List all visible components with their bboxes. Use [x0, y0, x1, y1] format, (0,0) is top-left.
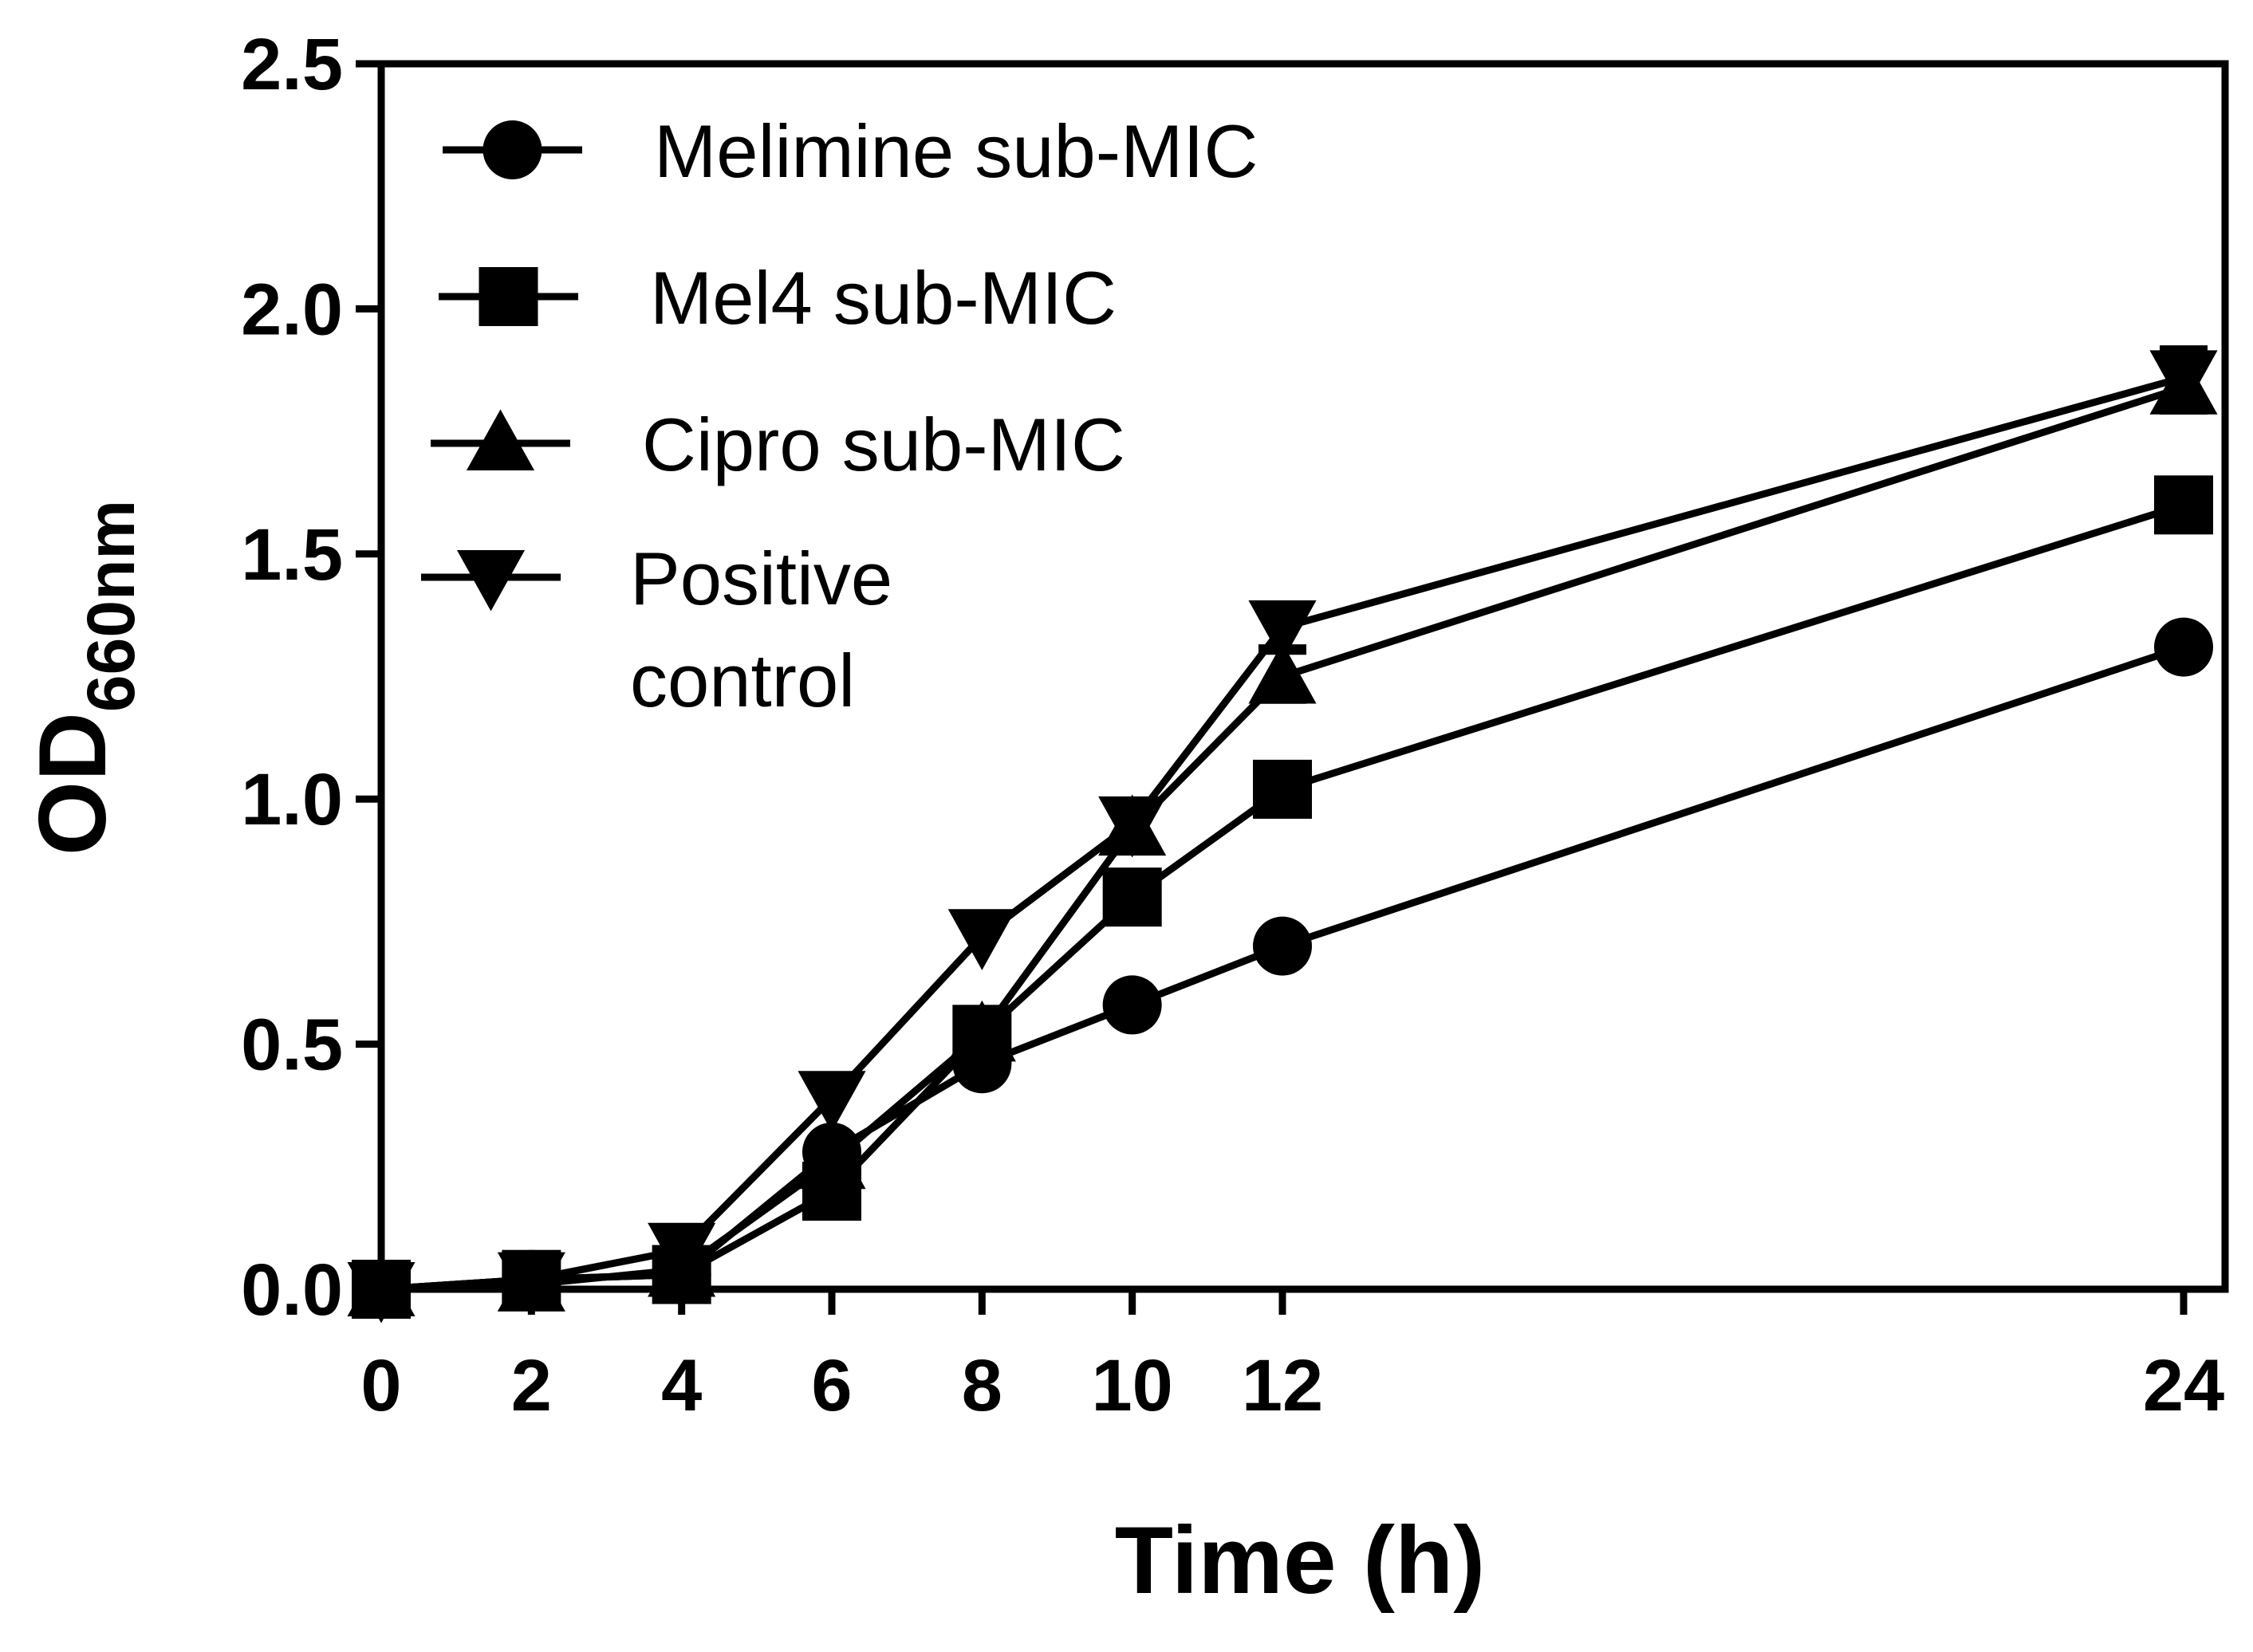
legend-label: Positive [630, 537, 892, 620]
x-axis-title: Time (h) [1115, 1507, 1485, 1614]
series-line [380, 374, 2185, 1293]
y-axis-title-main: OD [19, 712, 126, 856]
data-point-triangle-down [798, 1071, 866, 1132]
y-tick-label: 2.0 [241, 269, 343, 350]
x-tick-label: 10 [1091, 1345, 1172, 1426]
legend-item: Cipro sub-MIC [431, 403, 1125, 486]
series-line [380, 384, 2185, 1293]
legend-item: Melimine sub-MIC [443, 109, 1258, 193]
plot-frame [377, 60, 2229, 1293]
x-tick-label: 6 [811, 1345, 852, 1426]
x-tick-label: 0 [360, 1345, 401, 1426]
legend-label: Cipro sub-MIC [642, 403, 1125, 486]
x-tick-label: 2 [511, 1345, 552, 1426]
legend-item: Mel4 sub-MIC [439, 256, 1117, 340]
data-point-triangle-down [1248, 600, 1317, 662]
data-point-triangle-down [497, 1252, 565, 1314]
data-point-triangle-down [2149, 350, 2218, 412]
y-tick-label: 2.5 [241, 24, 343, 105]
data-point-circle [1253, 916, 1312, 976]
data-point-square [2154, 475, 2213, 535]
x-tick-label: 8 [962, 1345, 1002, 1426]
plot-area [347, 345, 2218, 1324]
data-point-triangle-up [947, 1000, 1016, 1062]
legend-label: Mel4 sub-MIC [650, 256, 1117, 340]
x-tick-label: 4 [661, 1345, 702, 1426]
legend-label: Melimine sub-MIC [654, 109, 1258, 193]
legend-label: control [630, 639, 855, 722]
data-point-triangle-down [648, 1222, 716, 1284]
data-point-triangle-down [947, 909, 1016, 970]
series-circle [352, 617, 2213, 1319]
legend-marker-triangle-down [456, 549, 526, 612]
y-tick-label: 1.0 [241, 759, 343, 840]
data-point-triangle-up [1248, 642, 1317, 704]
legend-item: Positive control [421, 537, 892, 722]
legend-marker-triangle-up [466, 409, 535, 471]
y-axis-title: OD660nm [19, 500, 148, 856]
data-point-triangle-down [347, 1261, 416, 1324]
legend-marker-circle [483, 120, 542, 179]
x-tick-label: 12 [1242, 1345, 1323, 1426]
series-triangle-down [347, 345, 2218, 1324]
y-tick-label: 0.0 [241, 1249, 343, 1331]
data-point-square [1102, 867, 1162, 927]
y-tick-label: 1.5 [241, 514, 343, 596]
series-triangle-up [347, 353, 2218, 1317]
axis-titles: Time (h) OD660nm [19, 500, 1485, 1614]
data-point-triangle-down [1098, 796, 1167, 858]
data-point-circle [1102, 975, 1162, 1035]
data-point-square [1253, 759, 1312, 819]
axes: 0.00.51.01.52.02.50 2 4 6 8 10 12 24 [241, 24, 2229, 1426]
data-point-circle [2154, 617, 2213, 677]
legend: Melimine sub-MIC Mel4 sub-MIC Cipro sub-MI… [421, 109, 1258, 722]
y-axis-title-subscript: 660nm [73, 500, 148, 712]
legend-marker-square [479, 267, 538, 326]
x-tick-label: 24 [2143, 1345, 2224, 1426]
y-tick-label: 0.5 [241, 1005, 343, 1086]
data-point-triangle-up [798, 1127, 866, 1190]
